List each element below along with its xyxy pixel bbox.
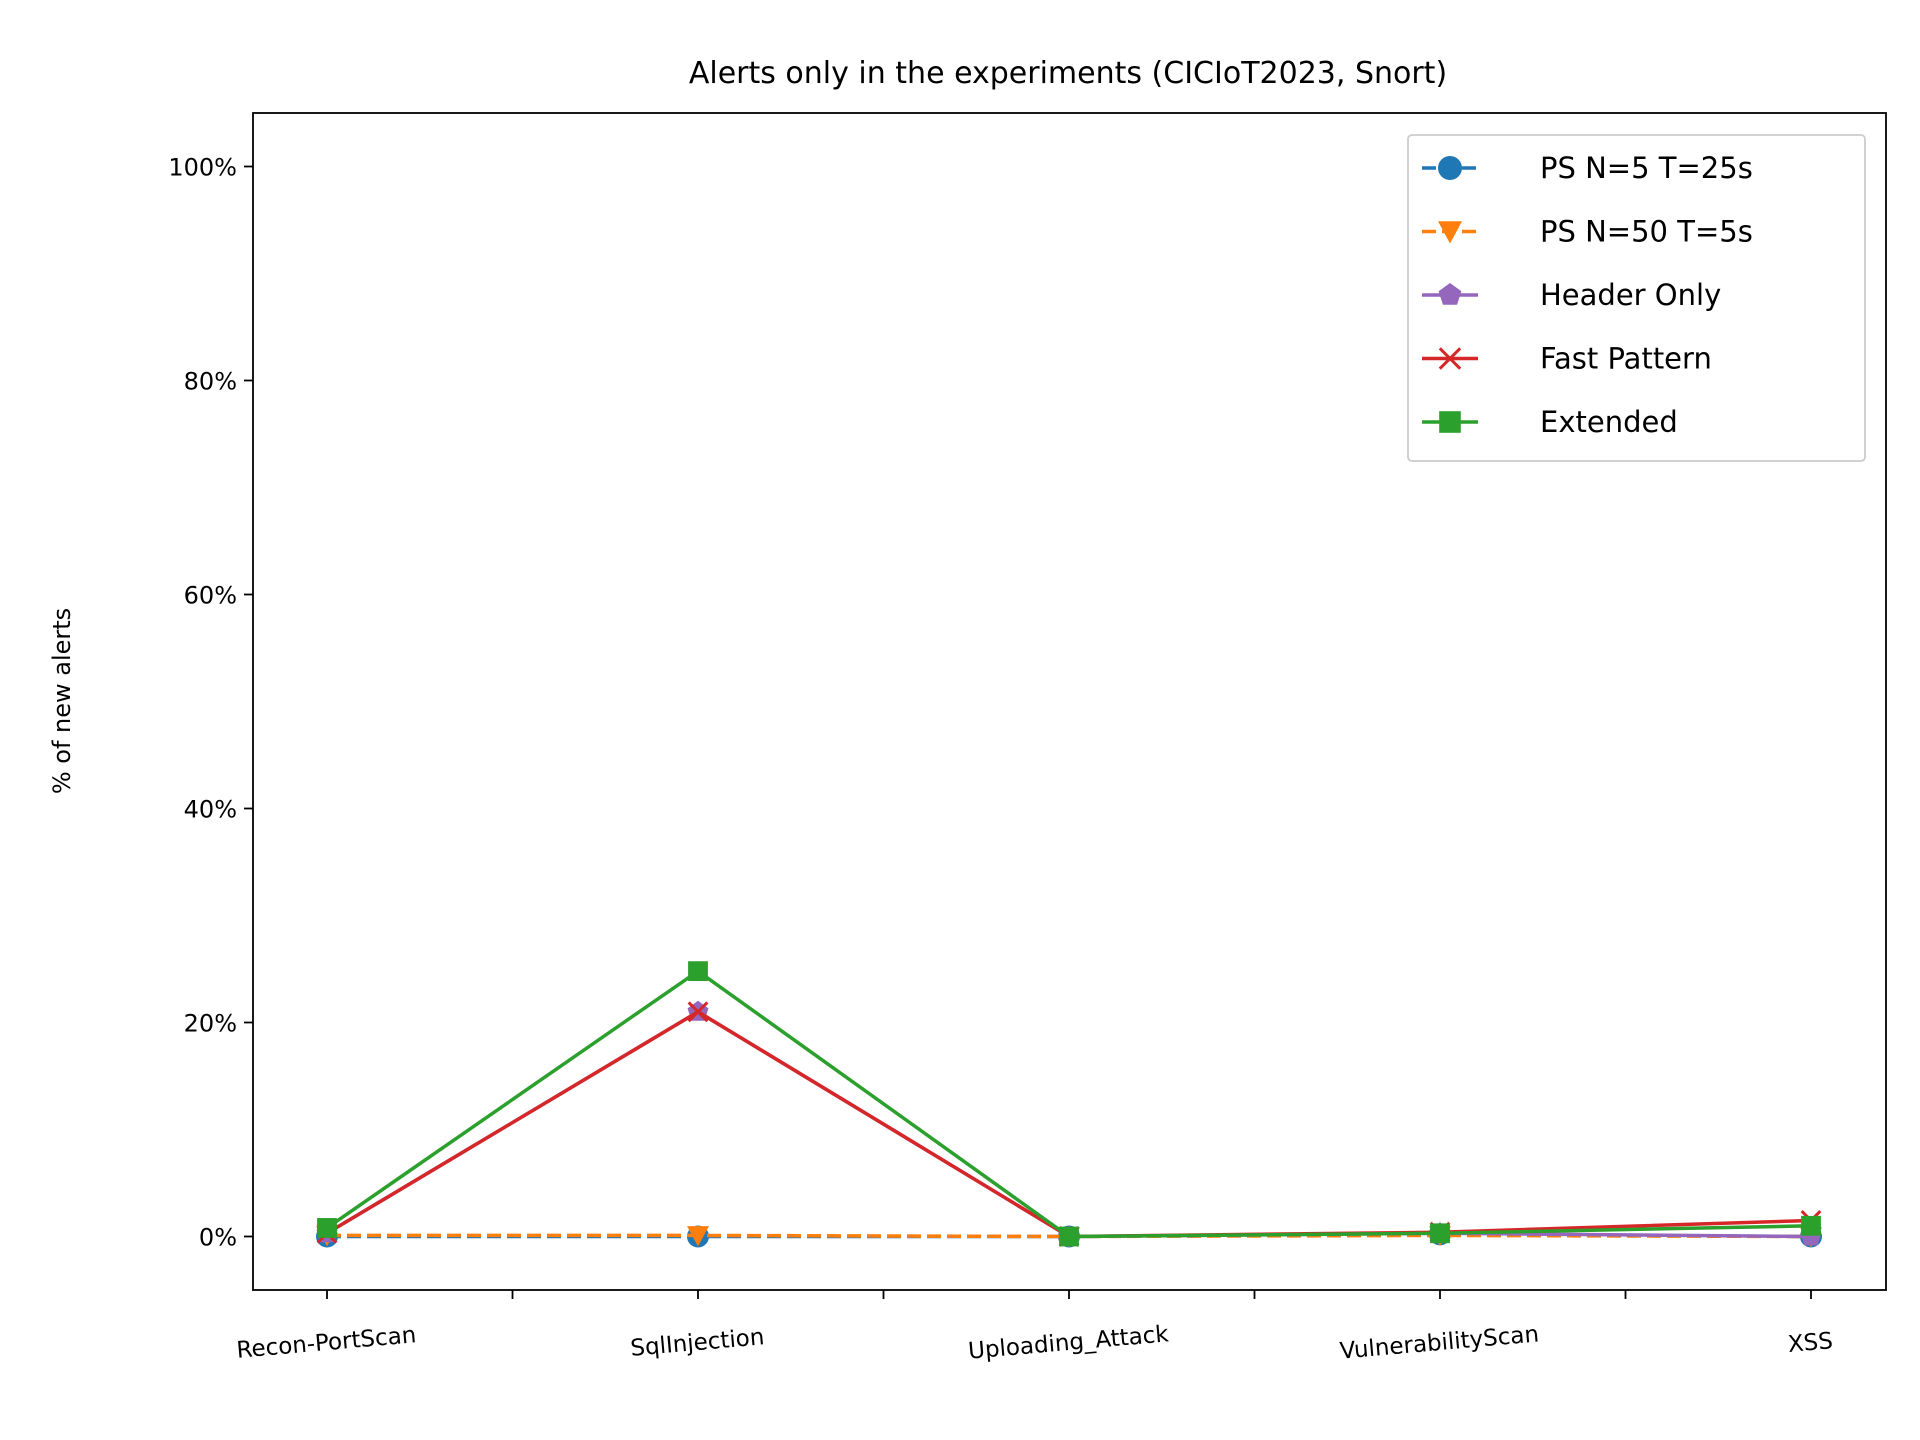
legend-box [1407,134,1866,462]
legend-label: Fast Pattern [1540,342,1712,376]
legend-item: Header Only [1422,278,1721,312]
legend-marker [1438,283,1462,305]
x-tick-label: Uploading_Attack [967,1321,1170,1364]
y-tick-label: 0% [199,1224,237,1252]
data-point [1059,1226,1079,1247]
legend-label: Header Only [1540,278,1721,312]
y-tick-label: 100% [168,154,237,182]
legend-marker [1438,156,1462,180]
legend-marker [1438,347,1462,370]
y-tick-label: 20% [184,1010,237,1038]
data-point [687,1001,709,1023]
data-point [1430,1223,1450,1244]
legend-item: PS N=5 T=25s [1422,151,1753,185]
series-line [326,1010,1812,1239]
legend-item: Fast Pattern [1422,342,1712,376]
legend-label: PS N=50 T=5s [1540,215,1753,249]
y-axis-label: % of new alerts [48,608,76,794]
x-tick-label: Recon-PortScan [235,1322,417,1364]
data-point [317,1218,337,1238]
data-point [688,961,708,982]
legend-marker [1439,411,1461,433]
legend-label: PS N=5 T=25s [1540,151,1753,185]
y-tick-label: 80% [184,368,237,396]
y-axis: 0% 20% 40% 60% 80% 100% [168,154,253,1252]
legend-marker [1438,221,1462,244]
series-layer [316,961,1822,1248]
y-tick-label: 40% [184,796,237,824]
data-point [687,1226,709,1247]
legend-item: PS N=50 T=5s [1422,215,1753,249]
chart-title: Alerts only in the experiments (CICIoT20… [689,56,1447,91]
y-tick-label: 60% [184,582,237,610]
series-3 [316,1001,1822,1247]
x-tick-label: VulnerabilityScan [1339,1321,1540,1364]
series-line [326,1010,1812,1239]
legend-label: Extended [1540,405,1678,439]
legend-item: Extended [1422,405,1678,439]
series-4 [317,961,1821,1247]
legend: PS N=5 T=25s PS N=50 T=5s Header Only Fast … [1407,134,1866,462]
series-line [326,969,1812,1239]
x-tick-label: XSS [1787,1328,1834,1358]
data-point [1801,1215,1821,1236]
x-tick-label: SqlInjection [629,1324,765,1362]
series-2 [316,1000,1822,1246]
x-axis: Recon-PortScan SqlInjection Uploading_Atta… [235,1290,1834,1365]
